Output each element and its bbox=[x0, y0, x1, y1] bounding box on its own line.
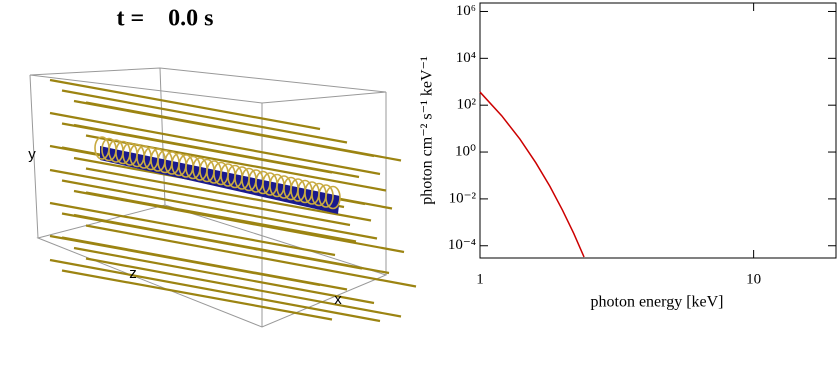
field-line bbox=[85, 257, 402, 318]
field-line bbox=[61, 236, 348, 291]
axis-label-y: y bbox=[28, 146, 36, 163]
field-line bbox=[73, 123, 360, 179]
field-line bbox=[61, 179, 378, 240]
x-tick-label: 1 bbox=[476, 271, 484, 287]
scene-title: t = 0.0 s bbox=[116, 6, 213, 32]
field-line bbox=[85, 191, 357, 243]
rope-turn bbox=[325, 185, 341, 210]
y-tick-label: 10⁰ bbox=[455, 143, 476, 159]
y-axis-label: photon cm⁻² s⁻¹ keV⁻¹ bbox=[419, 56, 436, 205]
field-line bbox=[85, 167, 372, 222]
x-axis-label: photon energy [keV] bbox=[591, 294, 724, 311]
plot-frame bbox=[479, 2, 837, 259]
axis-label-x: x bbox=[334, 291, 342, 308]
y-tick-label: 10⁶ bbox=[456, 3, 476, 19]
axis-label-z: z bbox=[129, 265, 137, 282]
field-line bbox=[85, 101, 402, 162]
flux-rope bbox=[94, 136, 341, 214]
x-tick-label: 10 bbox=[746, 271, 761, 287]
scene-3d: t = 0.0 s y z x bbox=[28, 6, 417, 328]
y-tick-label: 10⁴ bbox=[456, 50, 476, 66]
field-line bbox=[61, 269, 333, 321]
rope-turn bbox=[318, 184, 334, 208]
field-line bbox=[49, 78, 321, 131]
field-line bbox=[49, 201, 336, 257]
field-line bbox=[49, 111, 381, 176]
y-tick-label: 10⁻⁴ bbox=[448, 237, 476, 253]
y-tick-label: 10⁻² bbox=[449, 190, 477, 206]
field-lines bbox=[49, 78, 417, 323]
spectrum-line bbox=[479, 91, 585, 258]
field-line bbox=[61, 89, 348, 144]
field-line bbox=[49, 258, 381, 323]
field-line bbox=[49, 168, 351, 227]
field-line bbox=[73, 246, 375, 305]
y-tick-label: 10² bbox=[457, 97, 477, 113]
spectrum-chart: 10⁻⁴ 10⁻² 10⁰ 10² 10⁴ 10⁶ 1 10 photon energy [ke… bbox=[419, 2, 837, 311]
field-line bbox=[73, 213, 390, 275]
field-line bbox=[85, 224, 417, 288]
